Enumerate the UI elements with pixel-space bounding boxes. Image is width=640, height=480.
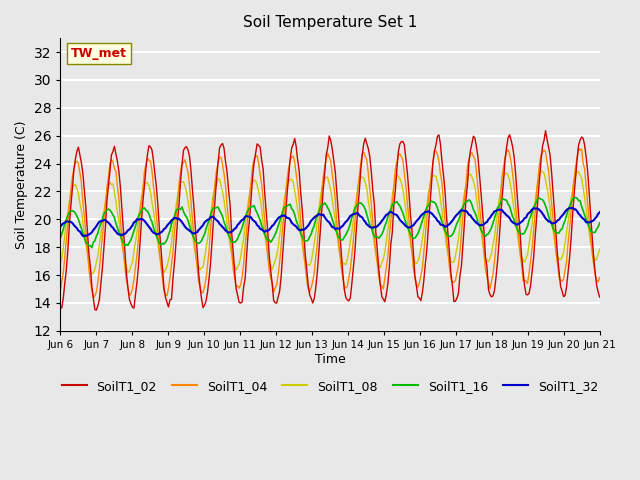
SoilT1_02 <box>569 213 577 218</box>
SoilT1_32 <box>569 205 577 211</box>
SoilT1_04 <box>237 282 244 288</box>
Line: SoilT1_02: SoilT1_02 <box>60 131 600 310</box>
SoilT1_16 <box>237 229 244 235</box>
SoilT1_08 <box>569 189 577 195</box>
SoilT1_16 <box>124 242 132 248</box>
SoilT1_16 <box>596 220 604 226</box>
SoilT1_02 <box>93 307 100 313</box>
SoilT1_08 <box>237 254 244 260</box>
SoilT1_08 <box>56 262 64 267</box>
Line: SoilT1_08: SoilT1_08 <box>60 170 600 274</box>
X-axis label: Time: Time <box>315 353 346 366</box>
SoilT1_02 <box>596 294 604 300</box>
Title: Soil Temperature Set 1: Soil Temperature Set 1 <box>243 15 417 30</box>
SoilT1_32 <box>237 218 244 224</box>
SoilT1_04 <box>596 275 604 280</box>
SoilT1_04 <box>567 208 575 214</box>
SoilT1_16 <box>219 214 227 219</box>
SoilT1_16 <box>567 199 575 205</box>
SoilT1_04 <box>56 288 64 294</box>
SoilT1_32 <box>219 224 227 230</box>
SoilT1_02 <box>237 300 244 306</box>
SoilT1_04 <box>90 295 97 300</box>
SoilT1_08 <box>124 270 132 276</box>
SoilT1_32 <box>294 226 301 232</box>
SoilT1_02 <box>56 306 64 312</box>
SoilT1_16 <box>572 195 579 201</box>
SoilT1_16 <box>246 205 253 211</box>
SoilT1_04 <box>219 162 227 168</box>
SoilT1_02 <box>294 157 301 163</box>
SoilT1_04 <box>246 193 253 199</box>
Line: SoilT1_32: SoilT1_32 <box>60 208 600 236</box>
Legend: SoilT1_02, SoilT1_04, SoilT1_08, SoilT1_16, SoilT1_32: SoilT1_02, SoilT1_04, SoilT1_08, SoilT1_… <box>56 375 604 398</box>
SoilT1_08 <box>246 191 253 196</box>
SoilT1_02 <box>541 128 549 133</box>
SoilT1_08 <box>294 207 301 213</box>
SoilT1_08 <box>596 246 604 252</box>
SoilT1_16 <box>88 245 96 251</box>
SoilT1_04 <box>124 285 132 291</box>
Line: SoilT1_16: SoilT1_16 <box>60 198 600 248</box>
SoilT1_32 <box>246 214 253 220</box>
SoilT1_08 <box>219 189 227 195</box>
SoilT1_32 <box>596 209 604 215</box>
SoilT1_08 <box>88 271 96 277</box>
SoilT1_04 <box>575 145 582 151</box>
SoilT1_08 <box>537 167 545 173</box>
SoilT1_32 <box>56 224 64 229</box>
SoilT1_02 <box>124 285 132 291</box>
SoilT1_02 <box>246 216 253 221</box>
Y-axis label: Soil Temperature (C): Soil Temperature (C) <box>15 120 28 249</box>
SoilT1_32 <box>79 233 86 239</box>
SoilT1_32 <box>567 205 575 211</box>
SoilT1_16 <box>56 236 64 241</box>
Text: TW_met: TW_met <box>71 47 127 60</box>
SoilT1_32 <box>124 228 132 233</box>
SoilT1_04 <box>294 183 301 189</box>
SoilT1_16 <box>294 221 301 227</box>
SoilT1_02 <box>219 141 227 146</box>
Line: SoilT1_04: SoilT1_04 <box>60 148 600 298</box>
